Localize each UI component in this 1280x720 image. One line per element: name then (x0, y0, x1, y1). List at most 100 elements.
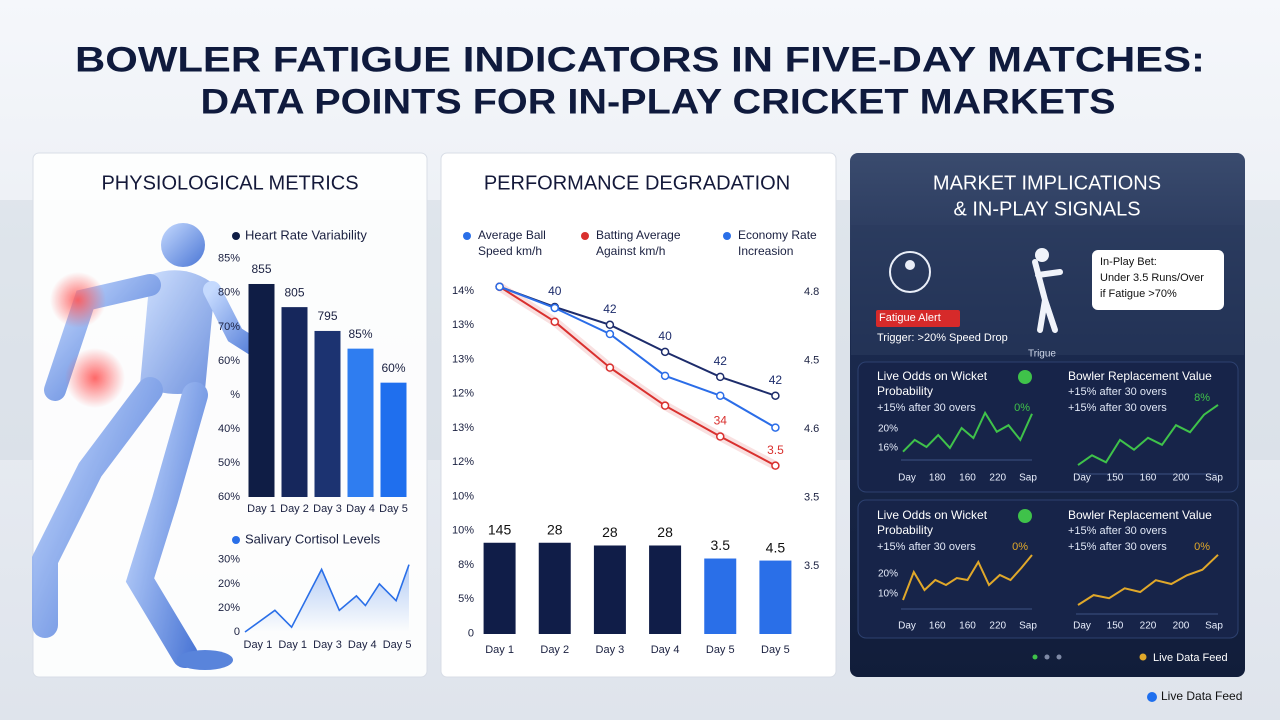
bar (347, 348, 374, 497)
data-label: 42 (714, 354, 728, 368)
legend-label: Average Ball (478, 228, 546, 242)
x-tick-label: 150 (1107, 621, 1124, 632)
x-tick-label: Sap (1019, 621, 1037, 632)
bar (704, 558, 737, 634)
data-label: 855 (251, 262, 271, 276)
legend-label: Salivary Cortisol Levels (245, 531, 381, 546)
y-tick-label: 20% (218, 578, 240, 590)
y-tick-label: 16% (878, 443, 898, 454)
area (245, 564, 409, 632)
legend-label: Increasion (738, 244, 793, 258)
data-label: 3.5 (711, 537, 731, 553)
feed-footer: Live Data Feed (1161, 689, 1242, 703)
chart-title: Bowler Replacement Value (1068, 369, 1212, 383)
point (605, 320, 615, 330)
y-tick-label: 10% (878, 589, 898, 600)
bar (759, 560, 792, 634)
y-tick-label: 10% (452, 525, 474, 537)
point (716, 391, 725, 400)
x-tick-label: Sap (1019, 473, 1037, 484)
y-tick-label: % (230, 389, 240, 401)
x-tick-label: 180 (929, 473, 946, 484)
x-tick-label: 150 (1107, 473, 1124, 484)
feed-label: Live Data Feed (1153, 652, 1228, 664)
line (902, 554, 1033, 601)
x-tick-label: Day 5 (706, 644, 735, 656)
x-tick-label: 200 (1173, 473, 1190, 484)
legend-label: Heart Rate Variability (245, 227, 367, 242)
point (771, 423, 780, 432)
x-tick-label: 160 (929, 621, 946, 632)
y-tick-label: 10% (452, 490, 474, 502)
y-tick-label: 60% (218, 355, 240, 367)
point (550, 303, 559, 313)
line (244, 564, 410, 633)
line (499, 285, 776, 429)
data-label: 40 (548, 284, 562, 298)
panel-title: & IN-PLAY SIGNALS (953, 198, 1140, 220)
badge: 0% (1012, 541, 1028, 553)
x-tick-label: Day 4 (348, 639, 377, 651)
chart-subtitle: +15% after 30 overs (1068, 541, 1167, 553)
bar (593, 545, 626, 634)
y-tick-label: 13% (452, 319, 474, 331)
point (660, 347, 670, 357)
y-tick-label: 4.8 (804, 286, 819, 298)
y-tick-label: 80% (218, 287, 240, 299)
y-tick-label: 30% (218, 554, 240, 566)
chart-title: Live Odds on Wicket Probability (877, 508, 988, 537)
y-tick-label: 40% (218, 423, 240, 435)
chart-subtitle: +15% after 30 overs (1068, 402, 1167, 414)
bet-text: In-Play Bet: (1100, 256, 1157, 268)
data-label: 28 (657, 524, 673, 540)
chart-title: Bowler Replacement Value (1068, 508, 1212, 522)
x-tick-label: 220 (989, 621, 1006, 632)
line (1077, 404, 1219, 466)
legend-label: Economy Rate (738, 228, 817, 242)
point (495, 282, 504, 291)
trigger-text: Trigger: >20% Speed Drop (877, 332, 1008, 344)
y-tick-label: 5% (458, 593, 474, 605)
y-tick-label: 12% (452, 388, 474, 400)
x-tick-label: Day (898, 473, 916, 484)
y-tick-label: 20% (878, 424, 898, 435)
alert-badge: Fatigue Alert (879, 312, 941, 324)
x-tick-label: Day 5 (379, 503, 408, 515)
y-tick-label: 20% (218, 602, 240, 614)
badge: 0% (1014, 402, 1030, 414)
x-tick-label: Day (1073, 473, 1091, 484)
x-tick-label: Day 1 (247, 503, 276, 515)
point (660, 401, 670, 410)
chart-title: Live Odds on Wicket Probability (877, 369, 988, 398)
line (499, 285, 776, 467)
legend-label: Against km/h (596, 244, 665, 258)
y-tick-label: 85% (218, 253, 240, 265)
x-tick-label: 160 (959, 621, 976, 632)
y-tick-label: 0 (468, 627, 474, 639)
x-tick-label: Day (898, 621, 916, 632)
x-tick-label: Day 2 (540, 644, 569, 656)
legend-marker (232, 232, 240, 240)
data-label: 3.5 (767, 443, 784, 457)
title-line: DATA POINTS FOR IN-PLAY CRICKET MARKETS (201, 82, 1116, 121)
line (1077, 554, 1219, 606)
x-tick-label: Day 4 (651, 644, 680, 656)
trigger-label: Trigue (1028, 349, 1056, 360)
data-label: 34 (714, 414, 728, 428)
bar (314, 330, 341, 497)
line (902, 410, 1033, 453)
x-tick-label: 160 (959, 473, 976, 484)
bar (483, 542, 516, 634)
bar (281, 307, 308, 497)
x-tick-label: Day 2 (280, 503, 309, 515)
point (716, 372, 725, 382)
data-label: 145 (488, 521, 512, 537)
point (771, 391, 780, 400)
data-label: 28 (602, 524, 618, 540)
point (605, 363, 615, 372)
runner-figure (32, 223, 271, 670)
point (771, 461, 780, 470)
data-label: 805 (284, 285, 304, 299)
panel-title: PHYSIOLOGICAL METRICS (101, 172, 358, 194)
x-tick-label: Day 5 (383, 639, 412, 651)
